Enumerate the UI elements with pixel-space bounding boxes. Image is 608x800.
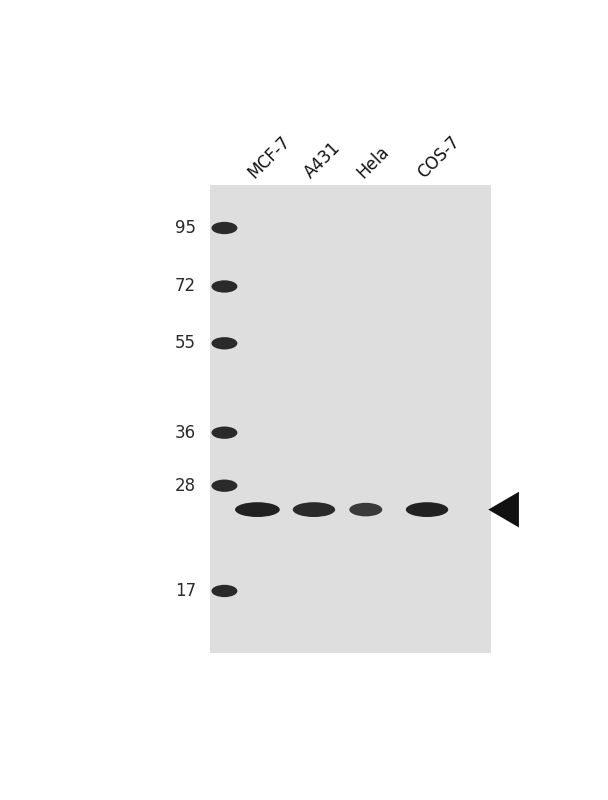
Ellipse shape bbox=[212, 479, 237, 492]
Text: 72: 72 bbox=[175, 278, 196, 295]
Ellipse shape bbox=[212, 426, 237, 439]
Text: Hela: Hela bbox=[353, 143, 392, 182]
Ellipse shape bbox=[212, 585, 237, 597]
Ellipse shape bbox=[212, 337, 237, 350]
Text: A431: A431 bbox=[301, 139, 345, 182]
Text: 28: 28 bbox=[175, 477, 196, 494]
Ellipse shape bbox=[349, 503, 382, 516]
Text: COS-7: COS-7 bbox=[414, 133, 463, 182]
Text: 55: 55 bbox=[175, 334, 196, 352]
Ellipse shape bbox=[406, 502, 448, 517]
Text: MCF-7: MCF-7 bbox=[244, 133, 294, 182]
Text: 17: 17 bbox=[175, 582, 196, 600]
Ellipse shape bbox=[293, 502, 335, 517]
Ellipse shape bbox=[212, 280, 237, 293]
FancyBboxPatch shape bbox=[210, 186, 491, 654]
Text: 36: 36 bbox=[175, 424, 196, 442]
Polygon shape bbox=[488, 492, 519, 527]
Ellipse shape bbox=[212, 222, 237, 234]
Ellipse shape bbox=[235, 502, 280, 517]
Text: 95: 95 bbox=[175, 219, 196, 237]
